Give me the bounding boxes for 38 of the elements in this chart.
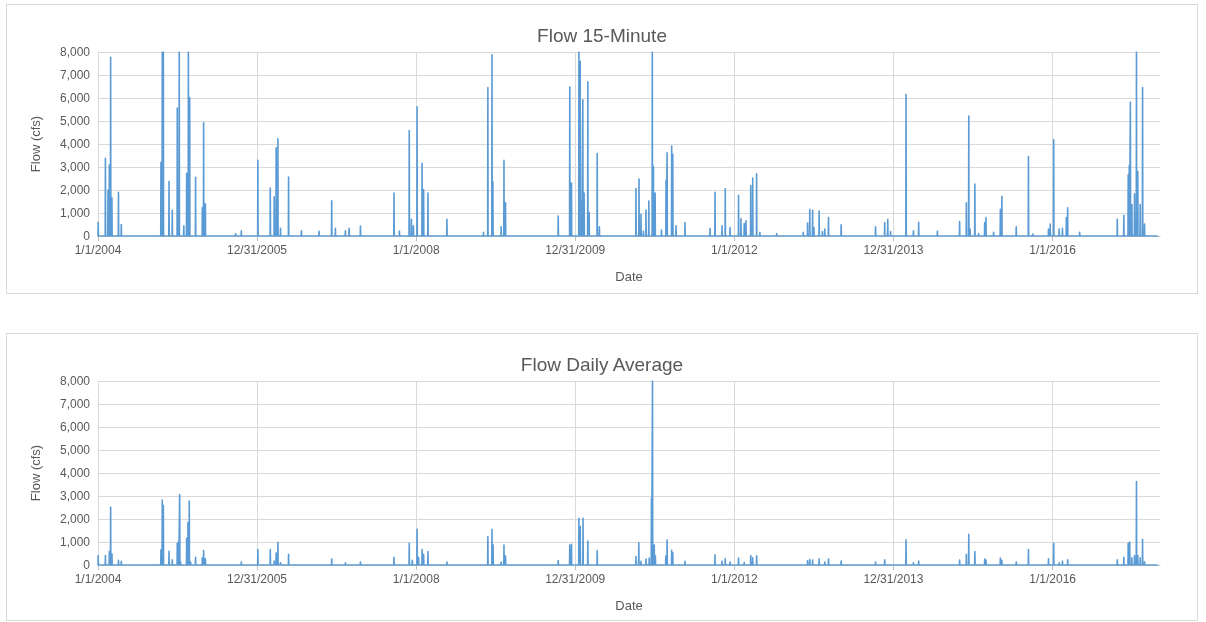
x-tick-label: 12/31/2013 xyxy=(863,572,924,586)
x-tick-label: 12/31/2009 xyxy=(545,243,606,257)
y-tick-label: 2,000 xyxy=(59,183,91,197)
y-tick-label: 1,000 xyxy=(59,206,91,220)
y-axis-title: Flow (cfs) xyxy=(28,444,43,502)
x-tick-label: 1/1/2012 xyxy=(711,572,759,586)
x-tick-label: 1/1/2008 xyxy=(392,243,440,257)
y-tick-label: 3,000 xyxy=(59,160,91,174)
x-tick-label: 1/1/2016 xyxy=(1029,243,1077,257)
y-tick-label: 1,000 xyxy=(59,535,91,549)
y-tick-label: 4,000 xyxy=(59,466,91,480)
y-tick-label: 8,000 xyxy=(59,374,91,388)
y-tick-label: 6,000 xyxy=(59,420,91,434)
y-tick-label: 3,000 xyxy=(59,489,91,503)
y-tick-label: 7,000 xyxy=(59,397,91,411)
y-axis-title: Flow (cfs) xyxy=(28,115,43,173)
y-tick-label: 0 xyxy=(83,229,91,243)
x-axis-title: Date xyxy=(615,269,643,284)
x-tick-label: 1/1/2008 xyxy=(392,572,440,586)
x-tick-label: 1/1/2004 xyxy=(74,572,122,586)
x-tick-label: 12/31/2009 xyxy=(545,572,606,586)
y-tick-label: 6,000 xyxy=(59,91,91,105)
x-tick-label: 1/1/2012 xyxy=(711,243,759,257)
x-tick-label: 12/31/2005 xyxy=(226,243,288,257)
x-tick-label: 1/1/2004 xyxy=(74,243,122,257)
x-axis-title: Date xyxy=(615,598,643,613)
y-tick-label: 2,000 xyxy=(59,512,91,526)
chart-title: Flow 15-Minute xyxy=(537,25,667,46)
chart-title: Flow Daily Average xyxy=(520,354,684,375)
y-tick-label: 8,000 xyxy=(59,45,91,59)
x-tick-label: 12/31/2005 xyxy=(226,572,288,586)
y-tick-label: 5,000 xyxy=(59,114,91,128)
y-tick-label: 4,000 xyxy=(59,137,91,151)
y-tick-label: 7,000 xyxy=(59,68,91,82)
x-tick-label: 12/31/2013 xyxy=(863,243,924,257)
y-tick-label: 5,000 xyxy=(59,443,91,457)
x-tick-label: 1/1/2016 xyxy=(1029,572,1077,586)
y-tick-label: 0 xyxy=(83,558,91,572)
